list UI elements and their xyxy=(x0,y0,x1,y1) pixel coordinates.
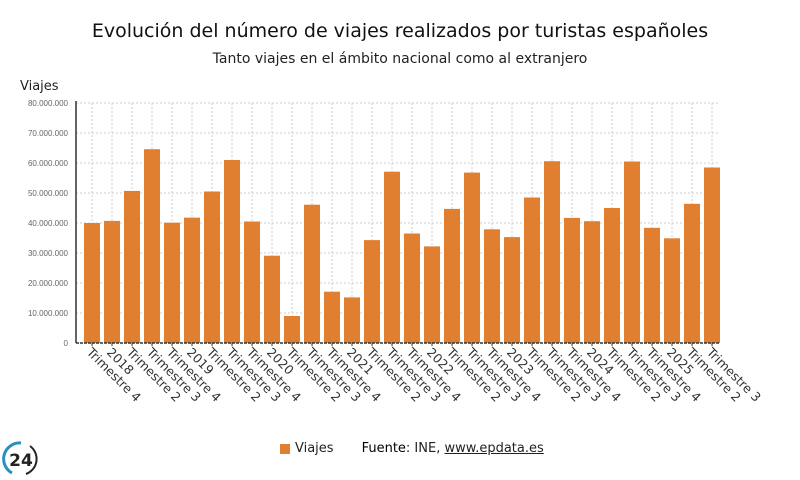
y-tick-label: 50.000.000 xyxy=(28,189,69,198)
bar xyxy=(504,237,520,343)
source: Fuente: INE, www.epdata.es xyxy=(362,441,544,456)
bar xyxy=(284,316,300,343)
bar xyxy=(524,197,540,343)
y-tick-label: 0 xyxy=(64,339,69,348)
bar xyxy=(464,172,480,343)
bar xyxy=(704,167,720,343)
bar xyxy=(304,204,320,343)
bar xyxy=(124,190,140,343)
bar xyxy=(484,229,500,343)
chart-title: Evolución del número de viajes realizado… xyxy=(91,20,709,42)
bar xyxy=(444,208,460,343)
bar xyxy=(404,233,420,343)
y-tick-label: 60.000.000 xyxy=(28,159,69,168)
y-tick-label: 40.000.000 xyxy=(28,219,69,228)
y-tick-label: 10.000.000 xyxy=(28,309,69,318)
source-link[interactable]: www.epdata.es xyxy=(444,441,544,456)
legend-label: Viajes xyxy=(295,441,334,456)
y-tick-label: 30.000.000 xyxy=(28,249,69,258)
bar xyxy=(84,223,100,343)
bar xyxy=(104,220,120,343)
bar xyxy=(184,217,200,343)
svg-text:24: 24 xyxy=(9,451,33,471)
bar xyxy=(664,238,680,343)
y-axis-label: Viajes xyxy=(20,79,59,94)
bar xyxy=(264,255,280,343)
source-label: Fuente xyxy=(361,441,406,456)
logo-24: 24 xyxy=(2,441,38,475)
y-tick-label: 70.000.000 xyxy=(28,129,69,138)
bar xyxy=(584,221,600,343)
bar xyxy=(564,217,580,343)
y-tick-label: 80.000.000 xyxy=(28,99,69,108)
bar xyxy=(684,203,700,343)
bar xyxy=(364,240,380,343)
source-text: : INE, xyxy=(405,441,445,456)
bar xyxy=(344,297,360,343)
bar xyxy=(604,208,620,343)
bar xyxy=(544,161,560,343)
bar xyxy=(424,246,440,343)
bar xyxy=(144,149,160,343)
bar xyxy=(224,160,240,343)
bar xyxy=(324,291,340,343)
bar xyxy=(164,222,180,343)
legend: Viajes Fuente: INE, www.epdata.es xyxy=(280,441,544,456)
bar xyxy=(624,161,640,343)
chart-subtitle: Tanto viajes en el ámbito nacional como … xyxy=(212,51,588,67)
bar-chart: 0 10.000.000 20.000.000 30.000.000 40.000.00… xyxy=(28,99,764,405)
bar xyxy=(644,227,660,343)
bar xyxy=(384,171,400,343)
bar xyxy=(244,221,260,343)
bar xyxy=(204,191,220,343)
legend-swatch xyxy=(280,443,290,454)
y-tick-label: 20.000.000 xyxy=(28,279,69,288)
